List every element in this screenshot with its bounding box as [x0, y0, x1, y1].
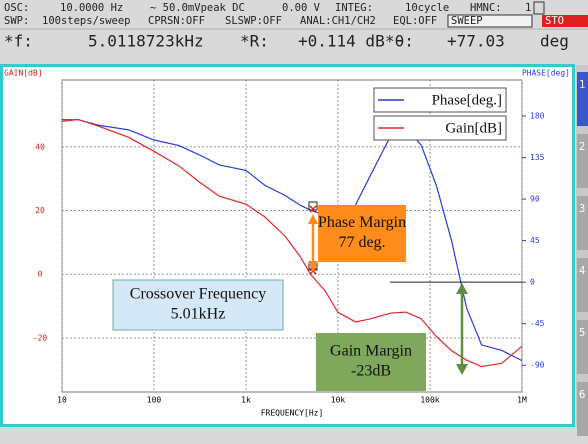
sweep-box [447, 14, 533, 28]
status-text: 1 [525, 2, 531, 14]
readout-text: *θ: [385, 32, 414, 51]
status-text: SWEEP [451, 15, 483, 27]
status-text: EQL:OFF [393, 15, 437, 27]
annotation-text: 5.01kHz [171, 306, 226, 323]
status-text: INTEG: [335, 2, 373, 14]
side-tab-label: 4 [579, 265, 585, 277]
side-tab [577, 382, 588, 436]
status-text: SLSWP:OFF [225, 15, 282, 27]
status-text: CPRSN:OFF [148, 15, 205, 27]
arrow-head [456, 283, 468, 375]
side-tab-label: 1 [579, 79, 585, 91]
legend-label: Phase[deg.] [432, 92, 502, 108]
x-tick-label: 100k [420, 396, 439, 405]
annotation-text: Crossover Frequency [130, 286, 266, 303]
readout-text: +77.03 [447, 32, 505, 51]
readout-text: *R: [240, 32, 269, 51]
header: OSC: 10.0000 Hz ∼ 50.0mVpeak DC 0.00 V INTEG… [0, 1, 588, 51]
side-tab-label: 2 [579, 141, 585, 153]
readout-text: deg [540, 32, 569, 51]
annotation-box [318, 205, 406, 262]
x-axis-label: FREQUENCY[Hz] [261, 409, 324, 418]
y2-tick-label: 90 [530, 195, 540, 204]
x-tick-label: 10k [331, 396, 346, 405]
x-tick-label: 1M [517, 396, 527, 405]
annotation-text: Gain Margin [330, 343, 412, 360]
side-tab-label: 6 [579, 389, 585, 401]
x-tick-label: 100 [147, 396, 162, 405]
annotation-box [112, 279, 284, 331]
side-tab [577, 134, 588, 188]
side-tab [577, 196, 588, 250]
side-tab [577, 320, 588, 374]
y-axis-label: GAIN[dB] [4, 69, 43, 78]
status-text: ANAL:CH1/CH2 [300, 15, 376, 27]
status-text: ∼ 50.0mVpeak DC [150, 2, 245, 14]
stop-label: STO [545, 15, 564, 27]
status-text: HMNC: [470, 2, 502, 14]
y-tick-label: 0 [38, 270, 43, 279]
readout-text: 5.0118723kHz [88, 32, 204, 51]
status-text: 10cycle [405, 2, 449, 14]
y-tick-label: 40 [35, 142, 45, 151]
status-text: 0.00 V [282, 2, 321, 14]
series-line [61, 118, 523, 368]
x-tick-label: 10 [57, 396, 67, 405]
y-tick-label: 20 [35, 206, 45, 215]
annotation-text: 77 deg. [338, 234, 385, 251]
y2-axis-label: PHASE[deg] [522, 69, 570, 78]
y2-tick-label: -90 [530, 361, 545, 370]
status-text: 100steps/sweep [42, 15, 131, 27]
readout-text: +0.114 dB [298, 32, 385, 51]
x-tick-label: 1k [241, 396, 251, 405]
annotation-text: -23dB [351, 363, 391, 380]
side-tab [577, 258, 588, 312]
y2-tick-label: 135 [530, 153, 545, 162]
side-tab-label: 5 [579, 327, 585, 339]
annotation-text: Phase Margin [318, 214, 406, 231]
stop-button [542, 15, 588, 27]
cursor-cross [309, 205, 317, 275]
legend-label: Gain[dB] [445, 120, 502, 136]
y2-tick-label: 0 [530, 278, 535, 287]
side-tab [577, 72, 588, 126]
status-text: SWP: [4, 15, 29, 27]
y-tick-label: -20 [33, 333, 48, 342]
series-line [62, 119, 523, 362]
y2-tick-label: 180 [530, 112, 545, 121]
y2-tick-label: 45 [530, 236, 540, 245]
annotation-box [316, 333, 426, 391]
status-text: OSC: [4, 2, 29, 14]
status-text: 10.0000 Hz [60, 2, 123, 14]
side-tab-label: 3 [579, 203, 585, 215]
status-box [533, 1, 545, 15]
readout-text: *f: [4, 32, 33, 51]
y2-tick-label: -45 [530, 319, 545, 328]
